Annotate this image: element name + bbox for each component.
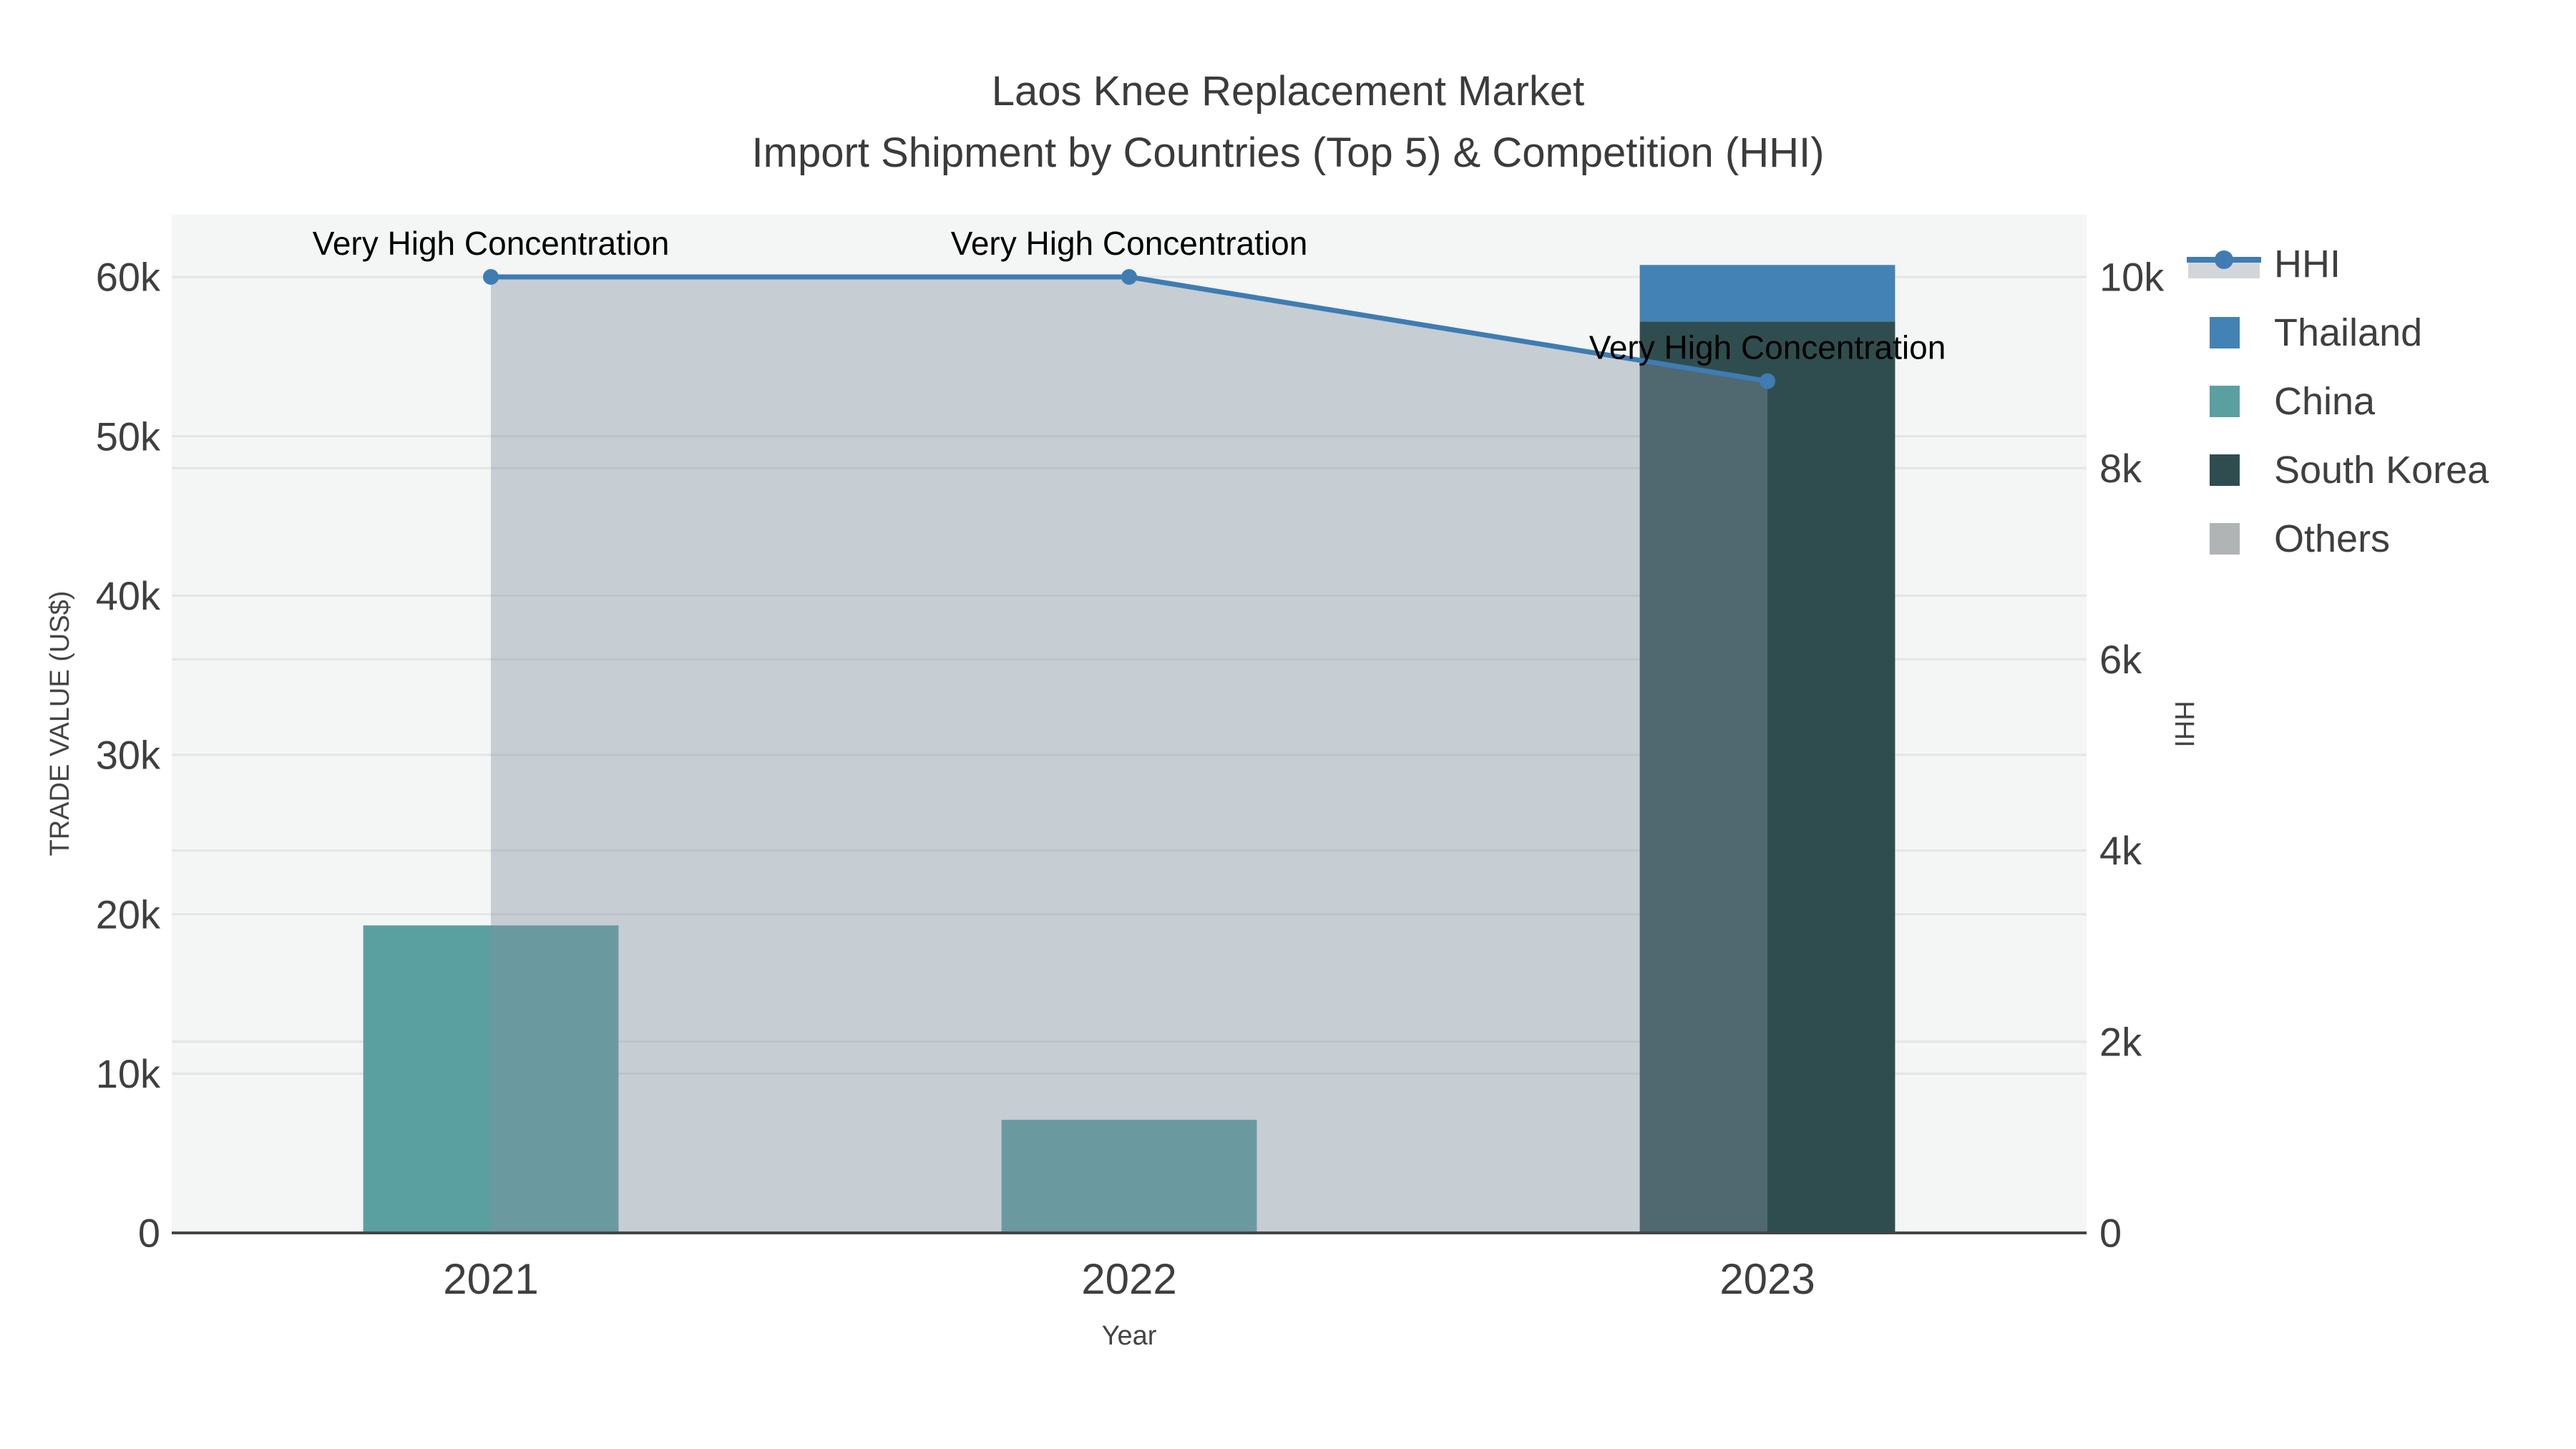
legend-item-hhi[interactable]: HHI	[2187, 230, 2489, 298]
y-right-tick-label: 4k	[2099, 828, 2142, 873]
y-left-tick-label: 10k	[96, 1051, 161, 1096]
others-swatch-icon	[2187, 523, 2261, 555]
y-axis-title-right: HHI	[2169, 701, 2199, 747]
south-korea-swatch-icon	[2187, 454, 2261, 486]
x-tick-label-2023: 2023	[1719, 1255, 1815, 1303]
y-left-tick-label: 30k	[96, 733, 161, 778]
y-left-tick-label: 50k	[96, 414, 161, 459]
legend-label: China	[2274, 380, 2376, 423]
hhi-legend-glyph-icon	[2187, 247, 2261, 281]
hhi-area-layer	[491, 277, 1767, 1233]
y-right-tick-label: 10k	[2099, 255, 2165, 300]
chart-title: Laos Knee Replacement Market	[991, 68, 1585, 114]
bar-layer	[363, 265, 1896, 1233]
y-left-tick-label: 20k	[96, 892, 161, 937]
y-right-tick-label: 8k	[2099, 446, 2142, 491]
legend-item-others[interactable]: Others	[2187, 504, 2489, 573]
hhi-marker-2021[interactable]	[483, 269, 499, 285]
hhi-marker-2023[interactable]	[1760, 373, 1775, 389]
y-left-tick-label: 0	[138, 1211, 160, 1256]
legend-label: South Korea	[2274, 449, 2489, 492]
annotation-2023: Very High Concentration	[1589, 329, 1946, 366]
annotations-layer: Very High Concentration Very High Concent…	[313, 225, 1946, 366]
annotation-2021: Very High Concentration	[313, 225, 670, 262]
legend-label: Thailand	[2274, 311, 2423, 354]
hhi-marker-2022[interactable]	[1121, 269, 1137, 285]
hhi-area	[491, 277, 1767, 1233]
y-right-tick-label: 2k	[2099, 1019, 2142, 1064]
y-right-tick-label: 6k	[2099, 637, 2142, 682]
y-right-tick-label: 0	[2099, 1211, 2122, 1256]
chart-title-block: Laos Knee Replacement Market Import Ship…	[0, 69, 2576, 176]
bar-segment-china-2021[interactable]	[363, 925, 619, 1233]
y-left-tick-label: 40k	[96, 573, 161, 618]
bar-segment-south-korea-2023[interactable]	[1639, 321, 1896, 1233]
legend-label: HHI	[2274, 243, 2341, 286]
hhi-line-layer	[483, 269, 1775, 389]
x-axis-title: Year	[1101, 1321, 1157, 1351]
bar-segment-thailand-2023[interactable]	[1639, 265, 1896, 322]
y-axis-title-left: TRADE VALUE (US$)	[45, 591, 75, 857]
annotation-2022: Very High Concentration	[951, 225, 1308, 262]
bar-segment-china-2022[interactable]	[1001, 1119, 1257, 1233]
legend-item-thailand[interactable]: Thailand	[2187, 298, 2489, 367]
legend-item-south-korea[interactable]: South Korea	[2187, 436, 2489, 504]
china-swatch-icon	[2187, 386, 2261, 417]
legend: HHI Thailand China South Korea	[2187, 230, 2489, 573]
y-left-tick-label: 60k	[96, 255, 161, 300]
chart-subtitle: Import Shipment by Countries (Top 5) & C…	[751, 130, 1825, 176]
legend-label: Others	[2274, 517, 2391, 560]
thailand-swatch-icon	[2187, 317, 2261, 348]
x-tick-label-2022: 2022	[1081, 1255, 1176, 1303]
tick-labels-layer: 0 10k 20k 30k 40k 50k 60k 0 2k 4k 6k 8k 10k 2021 2022 2…	[96, 255, 2165, 1303]
x-tick-label-2021: 2021	[443, 1255, 538, 1303]
legend-item-china[interactable]: China	[2187, 367, 2489, 436]
